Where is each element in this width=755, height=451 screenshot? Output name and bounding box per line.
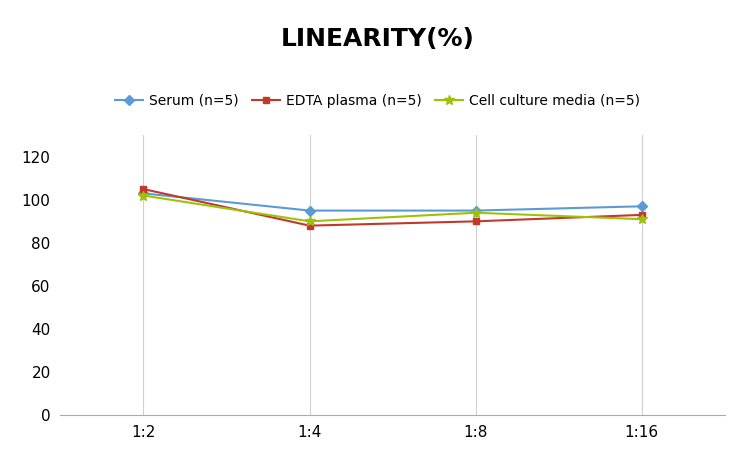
- Serum (n=5): [139, 191, 148, 196]
- Cell culture media (n=5): [305, 219, 314, 224]
- Line: Cell culture media (n=5): Cell culture media (n=5): [139, 191, 646, 226]
- EDTA plasma (n=5): [139, 186, 148, 192]
- Line: EDTA plasma (n=5): EDTA plasma (n=5): [140, 186, 646, 229]
- Legend: Serum (n=5), EDTA plasma (n=5), Cell culture media (n=5): Serum (n=5), EDTA plasma (n=5), Cell cul…: [110, 88, 645, 113]
- Text: LINEARITY(%): LINEARITY(%): [281, 27, 474, 51]
- EDTA plasma (n=5): [471, 219, 480, 224]
- EDTA plasma (n=5): [305, 223, 314, 228]
- Line: Serum (n=5): Serum (n=5): [140, 190, 646, 214]
- Serum (n=5): [637, 203, 646, 209]
- Serum (n=5): [305, 208, 314, 213]
- Cell culture media (n=5): [637, 216, 646, 222]
- Cell culture media (n=5): [139, 193, 148, 198]
- Serum (n=5): [471, 208, 480, 213]
- EDTA plasma (n=5): [637, 212, 646, 217]
- Cell culture media (n=5): [471, 210, 480, 216]
